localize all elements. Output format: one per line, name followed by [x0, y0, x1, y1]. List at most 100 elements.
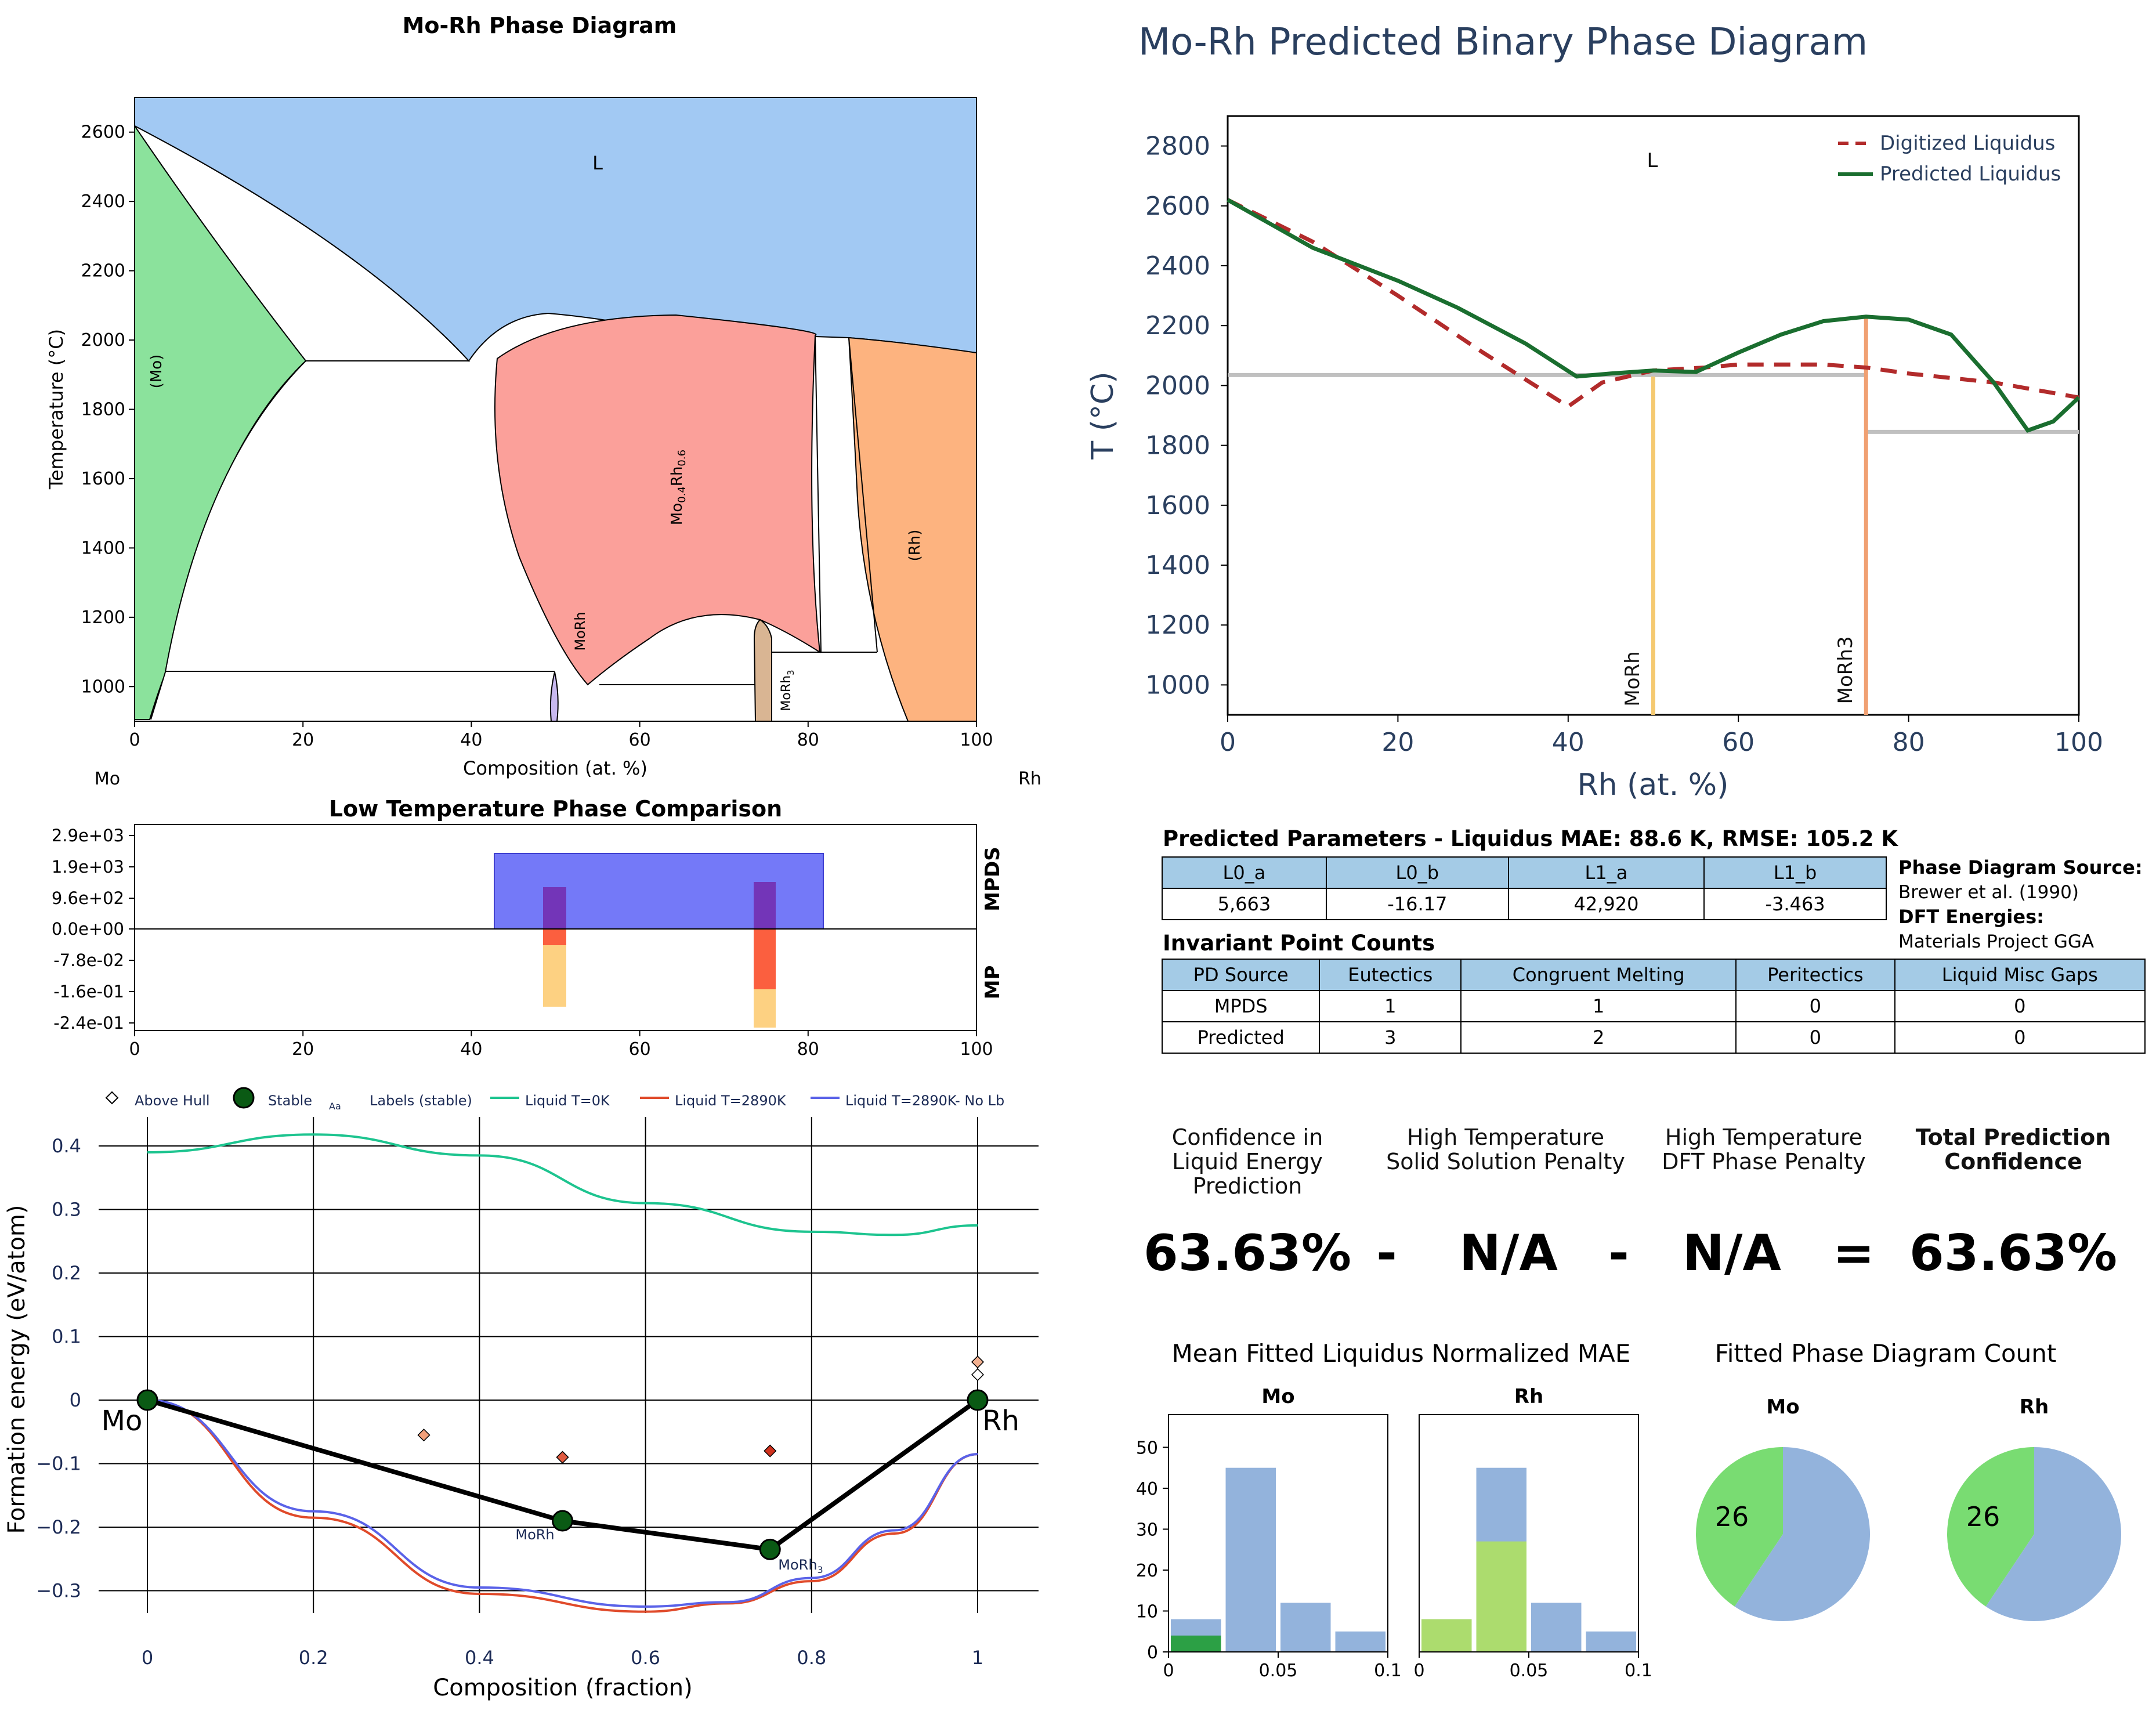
pie-rh-label: 26 [1966, 1501, 2001, 1532]
legend-stable: Stable [268, 1093, 312, 1109]
pred-yticks: 1000 1200 1400 1600 1800 2000 2200 2400 2600 2800 [1145, 132, 1228, 700]
inv-r0c1: 1 [1319, 990, 1462, 1022]
hull-xtick-label: 0 [142, 1647, 153, 1669]
count-title: Fitted Phase Diagram Count [1714, 1339, 2057, 1368]
inv-r1c3: 0 [1735, 1021, 1895, 1054]
pred-vlines [1651, 316, 1868, 715]
hull-ytick-label: −0.2 [36, 1516, 81, 1538]
pd-ylabel: Temperature (°C) [45, 329, 67, 490]
pd-right-element: Rh [1018, 769, 1041, 789]
params-h1: L0_b [1325, 856, 1509, 889]
hull-liquid-0k [147, 1133, 978, 1236]
hull-end-rh: Rh [982, 1405, 1019, 1437]
params-title: Predicted Parameters - Liquidus MAE: 88.… [1163, 826, 1898, 851]
cmp-ytick-label: -1.6e-01 [53, 982, 124, 1001]
hull-end-mo: Mo [102, 1405, 143, 1437]
hull-stable-point [552, 1510, 573, 1532]
mae-rh-bars [1421, 1467, 1636, 1652]
pie-mo [1695, 1447, 1870, 1621]
inv-h1: Eutectics [1319, 959, 1462, 991]
mae-xtick-label: 0 [1163, 1661, 1174, 1681]
inv-r1c2: 2 [1460, 1021, 1737, 1054]
pie-slice-blue [1985, 1447, 2121, 1621]
hull-xlabel: Composition (fraction) [433, 1675, 692, 1701]
pred-digitized-line [1227, 198, 2079, 409]
cmp-xtick-label: 80 [797, 1039, 819, 1060]
params-h2: L1_a [1507, 856, 1705, 889]
hull-ytick-label: −0.3 [36, 1580, 81, 1602]
pred-label-l: L [1647, 149, 1658, 172]
hull-ytick-label: 0.4 [52, 1135, 81, 1157]
pred-xtick-label: 100 [2054, 728, 2103, 757]
pd-label-morh: MoRh [572, 612, 588, 650]
legend-predicted: Predicted Liquidus [1880, 162, 2061, 186]
params-v0: 5,663 [1162, 888, 1327, 920]
pie-mo-label: 26 [1715, 1501, 1749, 1532]
region-mo04rh06 [494, 314, 821, 686]
cmp-xtick-label: 100 [960, 1039, 993, 1060]
conf-v4: 63.63% [1909, 1224, 2118, 1282]
mae-xtick-label: 0 [1413, 1661, 1424, 1681]
invariant-title: Invariant Point Counts [1163, 931, 1435, 956]
mae-ytick-label: 40 [1136, 1479, 1158, 1499]
inv-h3: Peritectics [1735, 959, 1895, 991]
pd-xlabel: Composition (at. %) [463, 757, 647, 779]
hull-above-point [764, 1444, 777, 1458]
mae-ytick-label: 20 [1136, 1561, 1158, 1581]
cmp-ytick-label: 1.9e+03 [52, 857, 124, 877]
conf-h4: Total Prediction Confidence [1915, 1124, 2111, 1174]
cmp-mp-morh3-a [754, 929, 776, 989]
pie-rh [1947, 1447, 2121, 1621]
pred-ytick-label: 1000 [1145, 670, 1210, 700]
cmp-ytick-label: 2.9e+03 [52, 826, 124, 845]
inv-r1c0: Predicted [1161, 1021, 1321, 1054]
pd-yticks: 1000 1200 1400 1600 1800 2000 2200 2400 2600 [81, 122, 135, 697]
pd-left-element: Mo [95, 769, 120, 789]
mae-ytick-label: 10 [1136, 1601, 1158, 1622]
mae-sub-rh: Rh [1514, 1385, 1543, 1408]
pred-legend: Digitized Liquidus Predicted Liquidus [1838, 132, 2061, 186]
inv-r1c4: 0 [1894, 1021, 2146, 1054]
hull-above-point [556, 1451, 569, 1464]
params-v3: -3.463 [1703, 888, 1887, 920]
legend-liquid-0k: Liquid T=0K [525, 1093, 610, 1109]
pred-ytick-label: 2400 [1145, 251, 1210, 281]
mae-bar-highlight [1421, 1619, 1472, 1652]
cmp-mp-morh3-b [754, 989, 776, 1028]
mae-bar-highlight [1171, 1635, 1221, 1652]
pd-xtick-label: 60 [629, 730, 651, 750]
hull-xtick-label: 1 [972, 1647, 983, 1669]
pred-xtick-label: 0 [1220, 728, 1236, 757]
inv-h4: Liquid Misc Gaps [1894, 959, 2146, 991]
cmp-title: Low Temperature Phase Comparison [328, 796, 783, 822]
source-heading: Phase Diagram Source: [1898, 856, 2143, 878]
hull-liquid-2890k [147, 1399, 978, 1613]
hull-legend: Above Hull Stable Aa Labels (stable) Liq… [105, 1087, 1004, 1112]
pd-xtick-label: 0 [129, 730, 140, 750]
pie-slice-green [1695, 1447, 1783, 1607]
hull-above-point [971, 1355, 985, 1369]
legend-liquid-2890k: Liquid T=2890K [675, 1093, 787, 1109]
pred-xtick-label: 60 [1722, 728, 1755, 757]
hull-ytick-label: 0.3 [52, 1199, 81, 1221]
pie-sub-mo: Mo [1766, 1395, 1799, 1419]
cmp-ytick-label: -7.8e-02 [53, 950, 124, 970]
pd-label-mo: (Mo) [148, 355, 165, 389]
conf-op3: = [1832, 1224, 1875, 1282]
mae-xtick-label: 0.05 [1259, 1661, 1298, 1681]
mae-bar [1531, 1603, 1582, 1652]
params-v1: -16.17 [1325, 888, 1509, 920]
phase-diagram-title: Mo-Rh Phase Diagram [402, 13, 677, 38]
conf-v1: 63.63% [1143, 1224, 1352, 1282]
pd-ytick-label: 2200 [81, 261, 125, 281]
hull-label-morh: MoRh [515, 1527, 554, 1543]
inv-r0c3: 0 [1735, 990, 1895, 1022]
pred-ytick-label: 1200 [1145, 610, 1210, 640]
pred-label-morh: MoRh [1621, 651, 1644, 706]
mae-xtick-label: 0.1 [1625, 1661, 1652, 1681]
mae-ticks: 0 10 20 30 40 50 0 0.05 0.1 0 0.05 0.1 [1136, 1438, 1652, 1681]
cmp-yticks: 2.9e+03 1.9e+03 9.6e+02 0.0e+00 -7.8e-02 -1.6… [52, 826, 135, 1033]
pred-ytick-label: 1600 [1145, 491, 1210, 520]
